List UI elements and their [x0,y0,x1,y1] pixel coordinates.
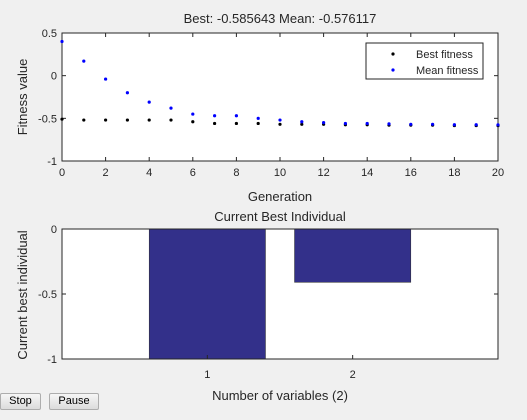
mean-fitness-point [125,91,129,95]
fitness-x-tick-label: 0 [59,167,65,179]
mean-fitness-point [322,121,326,125]
fitness-y-tick-label: 0.5 [42,28,57,40]
mean-fitness-point [191,112,195,116]
fitness-y-tick-label: 0 [51,71,57,83]
mean-fitness-point [387,122,391,126]
legend-mean-marker [391,68,395,72]
best-individual-axis-ticks: 1 2 0 -0.5 -1 [38,224,498,381]
legend-box [365,42,484,80]
best-individual-plot-area [61,228,499,360]
mean-fitness-point [365,121,369,126]
best-fitness-point [60,117,64,121]
mean-fitness-point [300,120,304,124]
stop-button[interactable]: Stop [0,393,41,410]
best-fitness-point [213,121,217,126]
fitness-x-tick-label: 20 [492,167,504,179]
fitness-x-tick-label: 4 [146,167,152,179]
fitness-x-axis-label: Generation [248,189,312,204]
fitness-y-axis-label: Fitness value [15,59,30,136]
legend-best-marker [391,52,395,56]
best-fitness-point [256,121,260,126]
fitness-axes: Best: -0.585643 Mean: -0.576117 Generati… [15,11,504,204]
fitness-x-tick-label: 14 [361,167,373,179]
fitness-x-tick-label: 6 [190,167,196,179]
fitness-x-tick-label: 12 [317,167,329,179]
mean-fitness-point [60,39,64,44]
fitness-x-tick-label: 10 [274,167,286,179]
fitness-x-tick-label: 8 [233,167,239,179]
fitness-x-tick-label: 16 [405,167,417,179]
legend-mean-label: Mean fitness [416,65,479,77]
best-fitness-point [234,121,238,126]
mean-fitness-point [147,100,151,104]
best-individual-y-tick-label: -1 [47,354,57,366]
best-fitness-point [147,118,151,122]
best-individual-y-tick-label: 0 [51,224,57,236]
best-individual-axes: Current Best Individual Number of variab… [15,209,499,403]
best-fitness-point [169,118,173,122]
mean-fitness-point [431,122,435,126]
best-individual-bar [294,228,412,283]
mean-fitness-point [474,123,478,127]
fitness-axis-ticks: 0 2 4 6 8 10 12 14 16 18 20 0.5 0 -0.5 -1 [38,28,504,179]
best-individual-y-axis-label: Current best individual [15,230,30,359]
best-fitness-point [300,122,304,126]
best-individual-chart-title: Current Best Individual [214,209,346,224]
mean-fitness-point [82,59,86,63]
best-individual-bars [148,228,412,360]
best-individual-x-axis-label: Number of variables (2) [212,388,348,403]
mean-fitness-point [496,123,500,127]
fitness-y-tick-label: -1 [47,156,57,168]
mean-fitness-point [256,116,260,120]
mean-fitness-point [452,123,456,127]
best-fitness-point [191,120,195,124]
fitness-x-tick-label: 18 [448,167,460,179]
mean-fitness-point [213,114,217,118]
best-individual-x-tick-label: 2 [350,369,356,381]
mean-fitness-point [409,122,413,126]
fitness-chart-title: Best: -0.585643 Mean: -0.576117 [184,11,377,26]
fitness-x-tick-label: 2 [103,167,109,179]
fitness-legend: Best fitness Mean fitness [365,42,484,80]
best-individual-y-tick-label: -0.5 [38,289,57,301]
best-fitness-point [278,122,282,126]
mean-fitness-point [104,77,108,81]
mean-fitness-point [169,106,173,110]
best-fitness-point [104,118,108,122]
fitness-data-points [60,39,500,128]
mean-fitness-point [234,114,238,118]
best-individual-x-tick-label: 1 [204,369,210,381]
pause-button[interactable]: Pause [49,393,99,410]
best-fitness-point [82,118,86,122]
legend-best-label: Best fitness [416,49,473,61]
best-individual-bar [148,228,266,360]
fitness-y-tick-label: -0.5 [38,113,57,125]
best-fitness-point [125,118,129,122]
mean-fitness-point [278,118,282,122]
mean-fitness-point [343,121,347,126]
